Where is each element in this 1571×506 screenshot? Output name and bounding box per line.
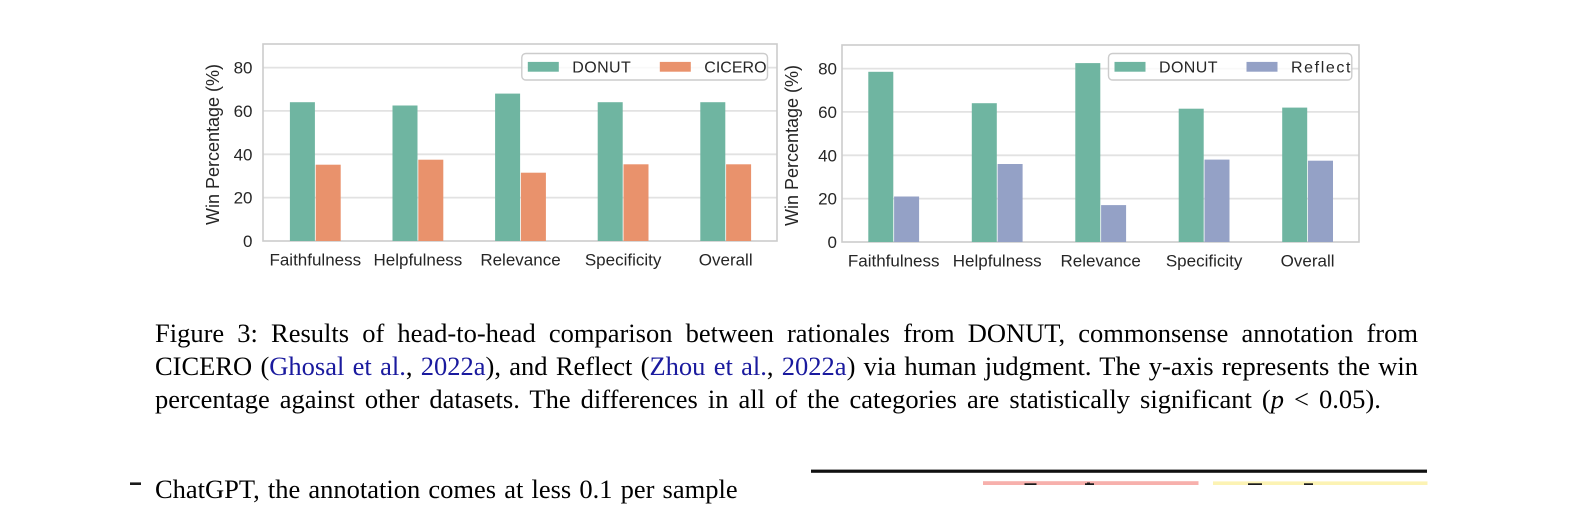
svg-text:60: 60: [234, 102, 253, 121]
svg-text:Helpfulness: Helpfulness: [953, 252, 1042, 271]
svg-text:20: 20: [818, 190, 837, 209]
svg-text:Win Percentage (%): Win Percentage (%): [782, 65, 802, 226]
svg-text:DONUT: DONUT: [572, 60, 631, 77]
svg-text:Overall: Overall: [699, 251, 753, 270]
svg-text:Win Percentage (%): Win Percentage (%): [203, 64, 223, 225]
svg-text:20: 20: [234, 189, 253, 208]
svg-text:0: 0: [828, 233, 837, 252]
svg-text:Reflect: Reflect: [1291, 60, 1352, 77]
svg-text:Specificity: Specificity: [585, 251, 662, 270]
svg-text:Faithfulness: Faithfulness: [269, 251, 361, 270]
svg-text:Helpfulness: Helpfulness: [373, 251, 462, 270]
svg-text:0: 0: [243, 232, 252, 251]
svg-text:60: 60: [818, 103, 837, 122]
svg-text:Specificity: Specificity: [1166, 252, 1243, 271]
svg-text:Faithfulness: Faithfulness: [848, 252, 940, 271]
svg-text:Relevance: Relevance: [1061, 252, 1141, 271]
svg-text:Overall: Overall: [1281, 252, 1335, 271]
svg-text:80: 80: [818, 60, 837, 79]
svg-text:40: 40: [234, 145, 253, 164]
svg-text:DONUT: DONUT: [1159, 60, 1218, 77]
svg-text:CICERO: CICERO: [704, 60, 766, 77]
svg-text:40: 40: [818, 146, 837, 165]
svg-text:80: 80: [234, 59, 253, 78]
svg-text:Relevance: Relevance: [480, 251, 560, 270]
